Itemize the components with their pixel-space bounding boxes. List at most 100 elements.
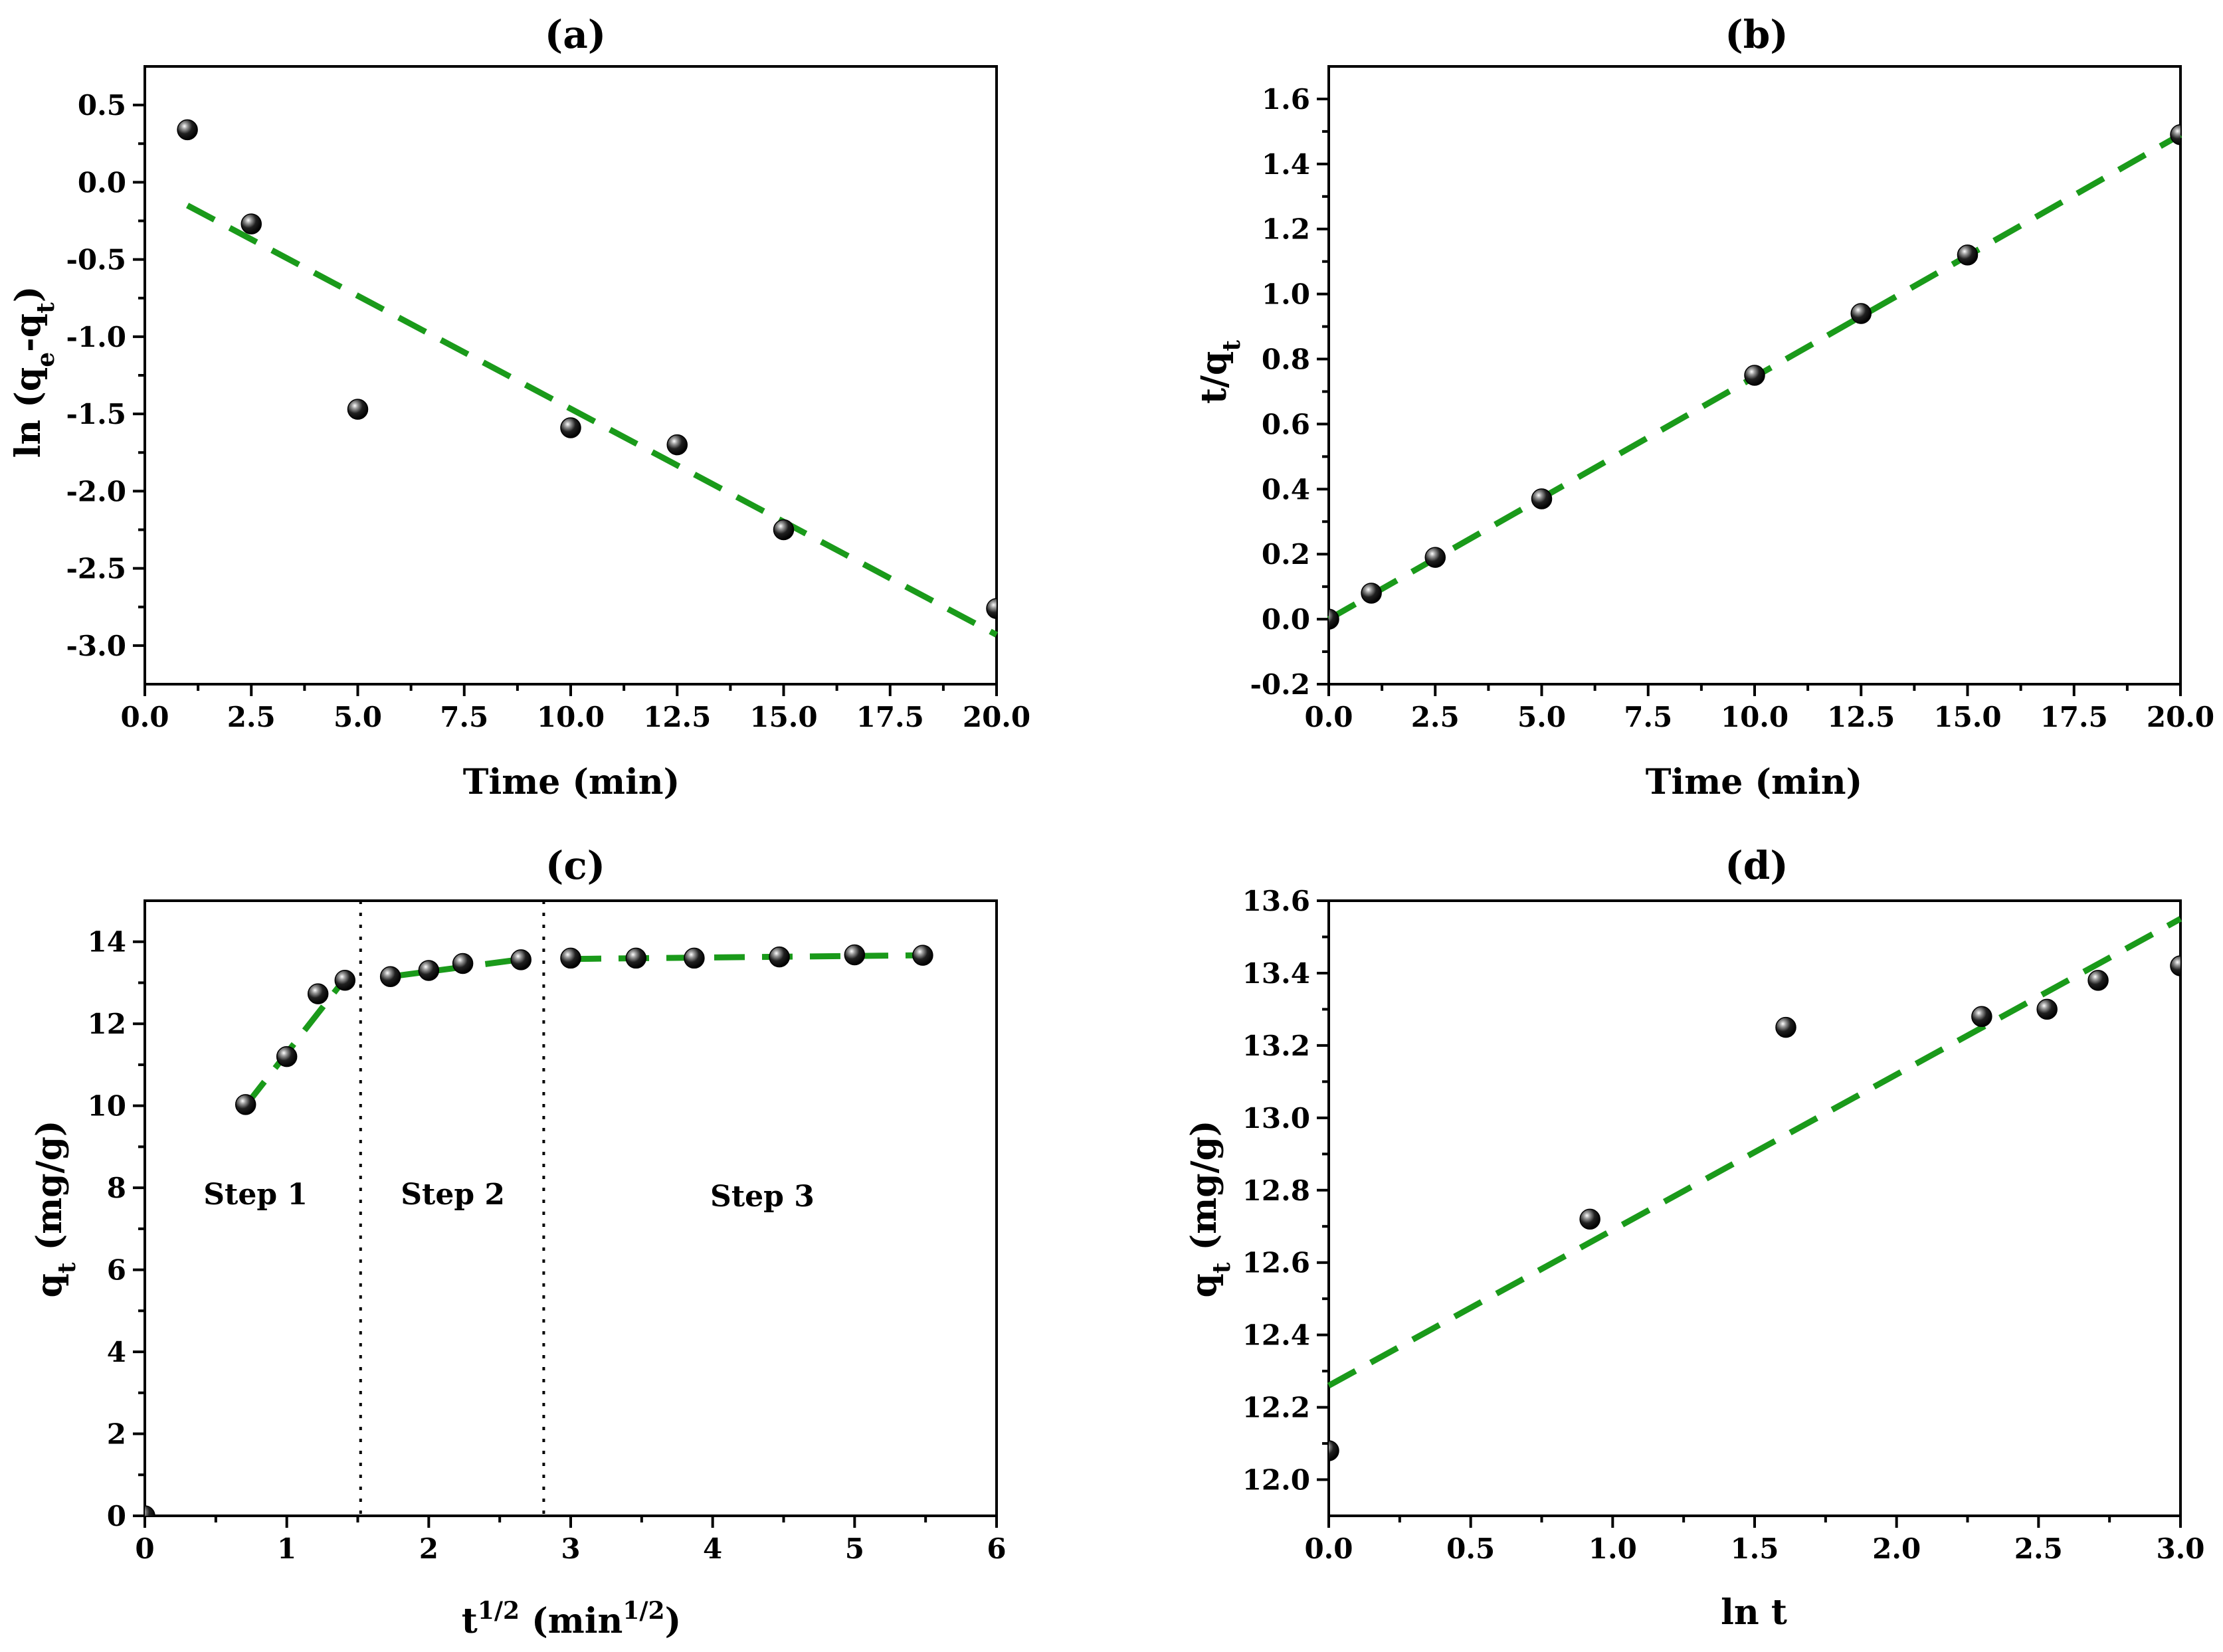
panel-b-xtick-label: 7.5 bbox=[1624, 701, 1672, 733]
panel-d-ytick-label: 12.4 bbox=[1242, 1319, 1310, 1352]
panel-d-ytick-label: 12.2 bbox=[1242, 1392, 1310, 1424]
panel-d-ytick-label: 13.4 bbox=[1242, 957, 1310, 990]
panel-d-xtick-label: 2.0 bbox=[1872, 1532, 1921, 1565]
panel-c-data-point bbox=[625, 947, 647, 969]
panel-c-ytick-label: 2 bbox=[107, 1418, 126, 1451]
panel-a-plot: 0.0 2.5 5.0 7.5 10.0 12.5 15.0 17.5 20.0 -3.0 -2.5… bbox=[66, 65, 1030, 733]
panel-c-xtick-label: 3 bbox=[561, 1532, 580, 1565]
panel-a-xtick-label: 7.5 bbox=[440, 701, 488, 733]
panel-c-data-point bbox=[452, 953, 474, 974]
panel-b-ytick-label: 0.2 bbox=[1262, 538, 1310, 571]
panel-d-data-point bbox=[1971, 1006, 1992, 1028]
panel-a-ytick-label: -1.5 bbox=[66, 398, 126, 430]
panel-b-ytick-label: -0.2 bbox=[1250, 668, 1310, 701]
panel-b-xtick-label: 2.5 bbox=[1411, 701, 1460, 733]
panel-c-data-point bbox=[912, 945, 933, 966]
panel-a-fit-line bbox=[185, 203, 999, 638]
panel-c-ytick-label: 14 bbox=[88, 926, 126, 959]
panel-c-xtick-label: 4 bbox=[703, 1532, 722, 1565]
panel-b-ytick-label: 0.0 bbox=[1262, 603, 1310, 636]
panel-c-annotation: Step 2 bbox=[401, 1178, 505, 1212]
panel-c-xtick-label: 2 bbox=[419, 1532, 438, 1565]
panel-b-xtick-label: 15.0 bbox=[1933, 701, 2001, 733]
panel-a-frame bbox=[144, 65, 998, 686]
panel-b-ylabel: t/qt bbox=[1194, 340, 1246, 404]
panel-a-data-point bbox=[666, 434, 688, 456]
panel-c-ylabel: qt (mg/g) bbox=[29, 1120, 81, 1297]
panel-d-plot: 0.0 0.5 1.0 1.5 2.0 2.5 3.0 12.0 12.2 12.4 12.6 12.… bbox=[1242, 885, 2205, 1565]
panel-c-title: (c) bbox=[545, 843, 605, 888]
panel-b-ytick-label: 1.2 bbox=[1262, 213, 1310, 246]
panel-d-data-point bbox=[1329, 1440, 1339, 1461]
panel-d-title: (d) bbox=[1725, 843, 1788, 888]
panel-d-ytick-label: 13.2 bbox=[1242, 1030, 1310, 1062]
panel-d-frame bbox=[1327, 899, 2182, 1517]
panel-b-data-point bbox=[1424, 547, 1446, 568]
panel-d-xtick-label: 0.5 bbox=[1446, 1532, 1495, 1565]
panel-a-xtick-label: 20.0 bbox=[963, 701, 1030, 733]
panel-c-ytick-label: 0 bbox=[107, 1500, 126, 1532]
panel-c-data-point bbox=[145, 1505, 155, 1516]
panel-d-ytick-label: 13.0 bbox=[1242, 1102, 1310, 1135]
panel-d-ylabel: qt (mg/g) bbox=[1184, 1120, 1236, 1297]
panel-c-fit-line bbox=[243, 976, 347, 1108]
panel-d-xtick-label: 0.0 bbox=[1304, 1532, 1353, 1565]
panel-c-data-point bbox=[684, 947, 705, 969]
panel-d-data-point bbox=[1579, 1208, 1600, 1230]
panel-b-ytick-label: 1.0 bbox=[1262, 278, 1310, 311]
panel-a-points bbox=[177, 119, 997, 619]
panel-b-xlabel: Time (min) bbox=[1646, 762, 1862, 802]
panel-d-ytick-label: 13.6 bbox=[1242, 885, 1310, 917]
panel-d: (d) 0.0 0.5 1.0 1.5 2.0 2.5 3.0 12.0 12.2 12.4 12.… bbox=[1184, 843, 2205, 1633]
panel-a-xtick-label: 2.5 bbox=[227, 701, 276, 733]
panel-d-xtick-label: 1.5 bbox=[1730, 1532, 1779, 1565]
panel-c-data-point bbox=[510, 949, 532, 970]
panel-c-data-point bbox=[560, 947, 581, 969]
panel-b-data-point bbox=[1744, 365, 1765, 386]
panel-d-xtick-label: 3.0 bbox=[2156, 1532, 2204, 1565]
panel-c-ytick-label: 8 bbox=[107, 1172, 126, 1204]
panel-b-title: (b) bbox=[1725, 12, 1788, 57]
panel-d-data-point bbox=[2170, 955, 2180, 976]
panel-c-xlabel: t1/2 (min1/2) bbox=[462, 1597, 681, 1641]
panel-d-xtick-label: 1.0 bbox=[1589, 1532, 1637, 1565]
panel-b-points bbox=[1329, 124, 2180, 630]
panel-a-xtick-label: 10.0 bbox=[537, 701, 605, 733]
panel-d-xlabel: ln t bbox=[1721, 1592, 1787, 1633]
panel-a-data-point bbox=[560, 417, 581, 438]
panel-d-data-point bbox=[2036, 998, 2058, 1020]
panel-d-fit-line bbox=[1327, 916, 2182, 1388]
panel-b-ytick-label: 0.8 bbox=[1262, 343, 1310, 376]
panel-b-data-point bbox=[1850, 303, 1872, 324]
panel-a-data-point bbox=[241, 213, 262, 234]
panel-a-title: (a) bbox=[545, 12, 606, 57]
panel-c-xtick-label: 0 bbox=[135, 1532, 154, 1565]
panel-b-data-point bbox=[1531, 488, 1553, 509]
panel-c-data-point bbox=[276, 1046, 298, 1067]
panel-b-ytick-label: 0.6 bbox=[1262, 408, 1310, 440]
panel-c-points bbox=[145, 944, 933, 1516]
panel-a-xtick-label: 0.0 bbox=[120, 701, 169, 733]
panel-d-data-point bbox=[1775, 1016, 1796, 1038]
panel-c-data-point bbox=[379, 966, 401, 987]
panel-a-data-point bbox=[347, 399, 369, 420]
panel-a-ytick-label: -3.0 bbox=[66, 630, 126, 662]
panel-b-xtick-label: 17.5 bbox=[2040, 701, 2108, 733]
panel-b-xtick-label: 20.0 bbox=[2147, 701, 2214, 733]
panel-b-xtick-label: 0.0 bbox=[1304, 701, 1353, 733]
panel-d-points bbox=[1329, 955, 2180, 1461]
panel-c-annotation: Step 3 bbox=[710, 1180, 815, 1214]
panel-b-ytick-label: 1.4 bbox=[1262, 148, 1310, 181]
panel-d-ytick-label: 12.0 bbox=[1242, 1464, 1310, 1497]
panel-c-data-point bbox=[307, 983, 329, 1004]
panel-a: (a) 0.0 2.5 5.0 7.5 10.0 12.5 15.0 17.5 20.0 -3.0… bbox=[8, 12, 1030, 802]
panel-b-data-point bbox=[1329, 608, 1339, 630]
panel-b: (b) 0.0 2.5 5.0 7.5 10.0 12.5 15.0 17.5 20.0 -0.2… bbox=[1194, 12, 2214, 802]
panel-a-xtick-label: 17.5 bbox=[856, 701, 924, 733]
panel-a-data-point bbox=[986, 598, 997, 619]
panel-b-xtick-label: 5.0 bbox=[1517, 701, 1566, 733]
panel-c-ytick-label: 12 bbox=[88, 1008, 126, 1040]
panel-a-ytick-label: 0.5 bbox=[78, 89, 126, 122]
panel-a-ytick-label: -2.0 bbox=[66, 475, 126, 507]
